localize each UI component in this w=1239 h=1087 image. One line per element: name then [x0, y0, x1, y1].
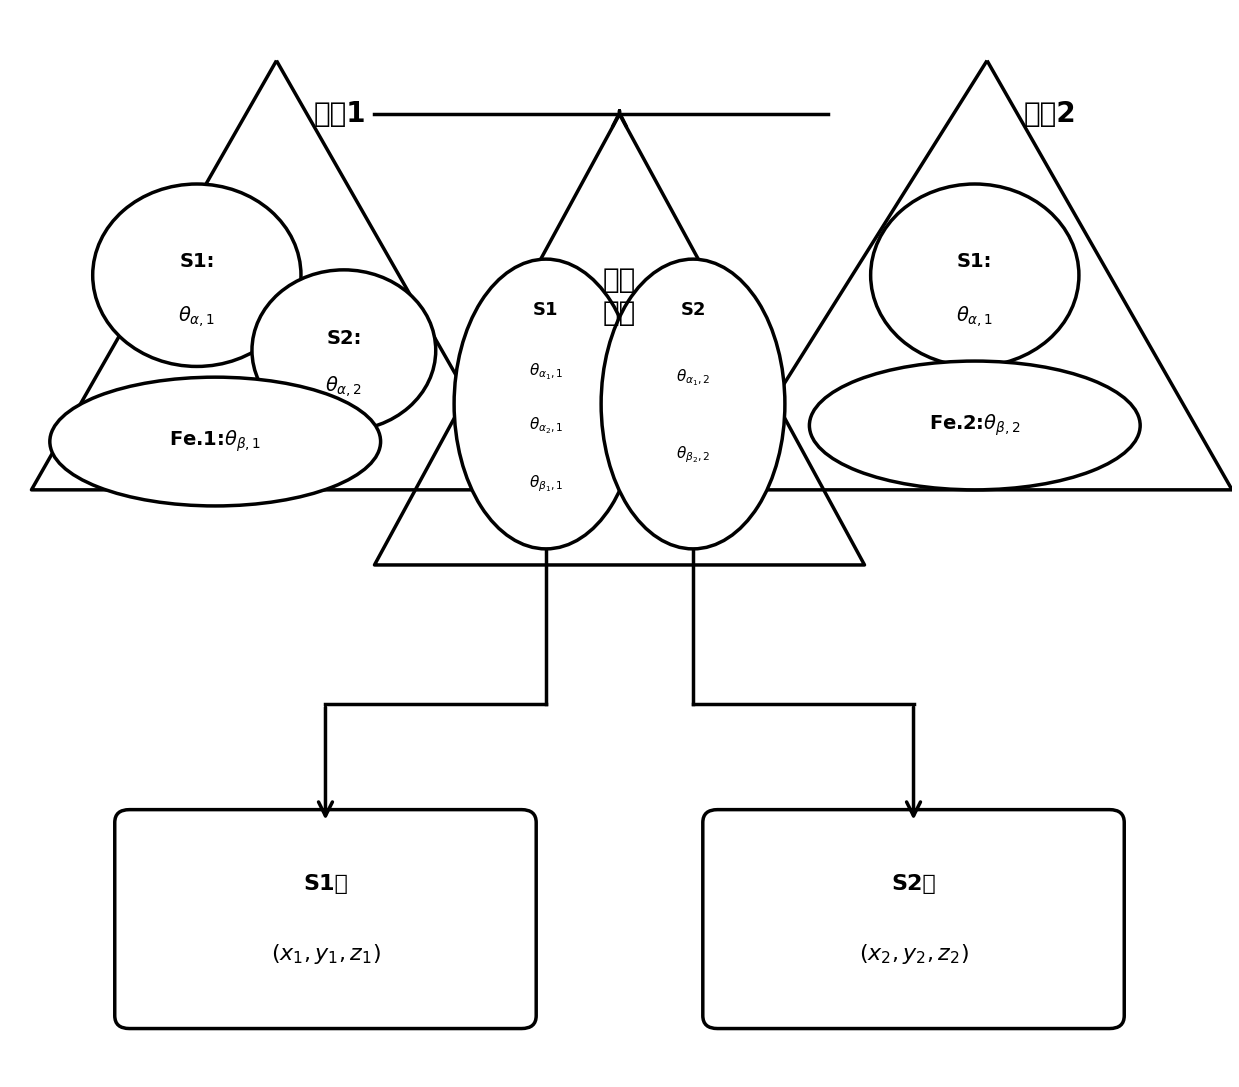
Text: $(x_2,y_2,z_2)$: $(x_2,y_2,z_2)$ — [859, 941, 969, 966]
FancyBboxPatch shape — [115, 810, 536, 1028]
Text: Fe.1:$\theta_{\beta,1}$: Fe.1:$\theta_{\beta,1}$ — [169, 428, 261, 454]
Text: Fe.2:$\theta_{\beta,2}$: Fe.2:$\theta_{\beta,2}$ — [929, 413, 1021, 438]
Text: S1:: S1: — [957, 252, 992, 271]
FancyBboxPatch shape — [703, 810, 1124, 1028]
Text: S2：: S2： — [891, 874, 935, 895]
Text: 节点1: 节点1 — [313, 100, 366, 128]
Text: S1：: S1： — [304, 874, 348, 895]
Text: S1:: S1: — [180, 252, 214, 271]
Text: $\theta_{\alpha_1,2}$: $\theta_{\alpha_1,2}$ — [675, 367, 710, 388]
Ellipse shape — [50, 377, 380, 505]
Text: S2: S2 — [680, 301, 706, 318]
Text: $\theta_{\beta_2,2}$: $\theta_{\beta_2,2}$ — [675, 445, 710, 465]
Ellipse shape — [809, 361, 1140, 490]
Text: $\theta_{\alpha,1}$: $\theta_{\alpha,1}$ — [957, 304, 994, 328]
Text: $\theta_{\alpha_2,1}$: $\theta_{\alpha_2,1}$ — [529, 415, 564, 436]
Text: $(x_1,y_1,z_1)$: $(x_1,y_1,z_1)$ — [270, 941, 380, 966]
Text: $\theta_{\alpha,1}$: $\theta_{\alpha,1}$ — [178, 304, 216, 328]
Text: $\theta_{\alpha_1,1}$: $\theta_{\alpha_1,1}$ — [529, 362, 564, 383]
Ellipse shape — [601, 259, 784, 549]
Text: 节点2: 节点2 — [1023, 100, 1077, 128]
Text: $\theta_{\alpha,2}$: $\theta_{\alpha,2}$ — [326, 374, 363, 399]
Text: $\theta_{\beta_1,1}$: $\theta_{\beta_1,1}$ — [529, 473, 564, 493]
Ellipse shape — [871, 184, 1079, 366]
Text: S2:: S2: — [326, 328, 362, 348]
Text: 中心
节点: 中心 节点 — [603, 266, 636, 327]
Ellipse shape — [455, 259, 638, 549]
Text: S1: S1 — [533, 301, 559, 318]
Ellipse shape — [93, 184, 301, 366]
Ellipse shape — [252, 270, 436, 430]
